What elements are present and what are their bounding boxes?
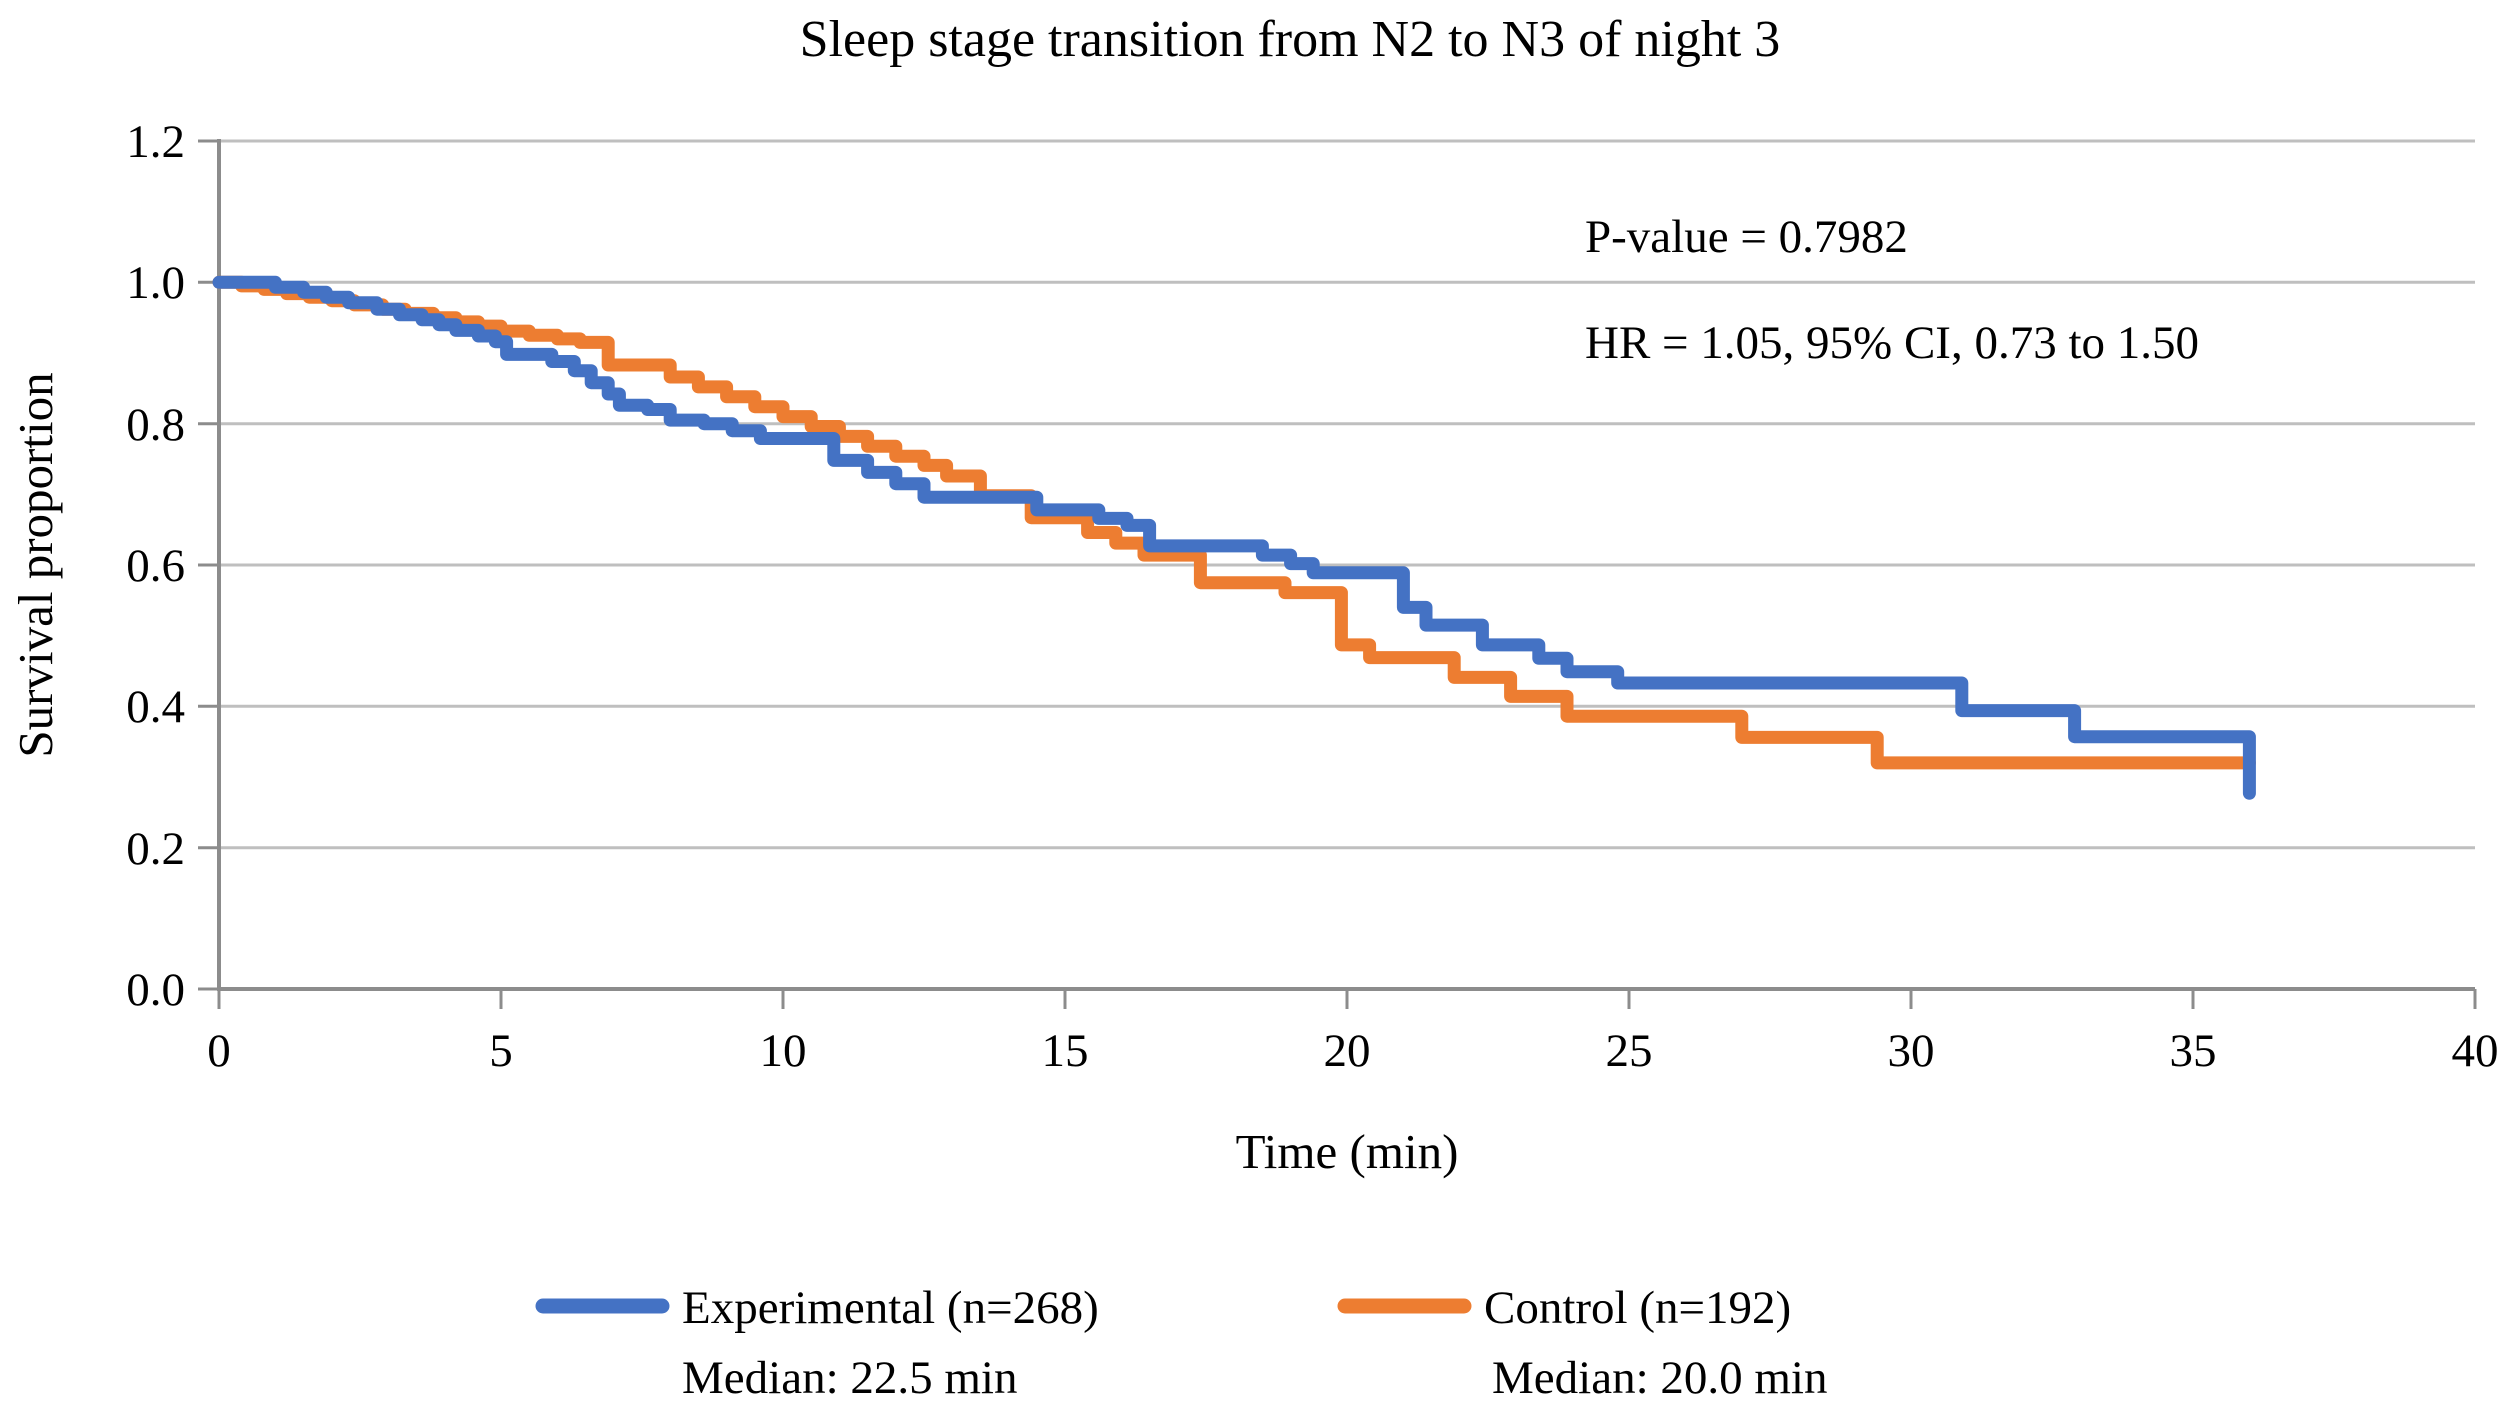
y-tick-label: 0.8 <box>126 399 185 451</box>
y-tick-label: 0.4 <box>126 681 185 733</box>
chart-title: Sleep stage transition from N2 to N3 of … <box>800 11 1781 68</box>
y-tick-marks <box>198 139 219 991</box>
control-median-label: Median: 20.0 min <box>1492 1352 1828 1404</box>
x-tick-label: 0 <box>207 1025 231 1077</box>
x-tick-label: 15 <box>1042 1025 1089 1077</box>
y-tick-label: 0.2 <box>126 823 185 875</box>
x-tick-marks <box>217 989 2477 1009</box>
gridlines <box>219 139 2475 850</box>
y-axis-label: Survival proportion <box>8 372 63 757</box>
experimental-median-label: Median: 22.5 min <box>682 1352 1018 1404</box>
y-tick-label: 0.6 <box>126 540 185 592</box>
experimental-legend-label: Experimental (n=268) <box>682 1282 1099 1334</box>
experimental-curve <box>212 275 2256 800</box>
p-value-annotation: P-value = 0.7982 <box>1585 211 1908 263</box>
control-legend-label: Control (n=192) <box>1484 1282 1791 1334</box>
y-tick-labels: 1.2 1.0 0.8 0.6 0.4 0.2 0.0 <box>126 116 185 1016</box>
x-tick-label: 20 <box>1324 1025 1371 1077</box>
legend: Experimental (n=268) Median: 22.5 min Co… <box>535 1282 1828 1404</box>
y-tick-label: 0.0 <box>126 964 185 1016</box>
x-tick-label: 25 <box>1606 1025 1653 1077</box>
x-axis-label: Time (min) <box>1236 1124 1459 1179</box>
x-tick-label: 10 <box>760 1025 807 1077</box>
hazard-ratio-annotation: HR = 1.05, 95% CI, 0.73 to 1.50 <box>1585 317 2199 369</box>
x-tick-label: 5 <box>489 1025 513 1077</box>
x-tick-labels: 0 5 10 15 20 25 30 35 40 <box>207 1025 2498 1077</box>
y-tick-label: 1.0 <box>126 257 185 309</box>
x-tick-label: 40 <box>2452 1025 2499 1077</box>
x-tick-label: 35 <box>2170 1025 2217 1077</box>
y-tick-label: 1.2 <box>126 116 185 168</box>
x-tick-label: 30 <box>1888 1025 1935 1077</box>
